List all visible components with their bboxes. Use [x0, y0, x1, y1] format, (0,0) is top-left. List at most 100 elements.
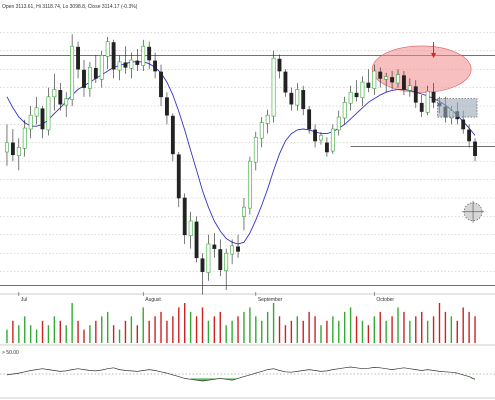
- candle-body: [242, 206, 246, 217]
- candle-body: [135, 60, 140, 65]
- candle-body: [259, 122, 264, 139]
- candle-body: [283, 71, 288, 93]
- candle: [372, 64, 377, 95]
- volume-bar: [266, 311, 269, 343]
- volume-bar: [77, 320, 79, 343]
- candle-body: [307, 109, 312, 130]
- candle: [105, 37, 110, 70]
- candle-body: [22, 127, 27, 149]
- candle: [431, 83, 436, 108]
- volume-bar: [106, 311, 109, 343]
- x-tick-label: August: [145, 297, 161, 303]
- x-tick-label: Jul: [21, 297, 27, 303]
- candle: [200, 253, 205, 295]
- volume-bar: [65, 325, 67, 343]
- candle: [378, 67, 383, 88]
- candle-body: [224, 252, 229, 271]
- candle: [46, 87, 51, 136]
- candle: [384, 72, 389, 93]
- candle: [5, 124, 9, 166]
- candle: [117, 55, 122, 81]
- volume-bar: [468, 311, 470, 343]
- candle: [313, 124, 317, 148]
- candle: [52, 73, 57, 111]
- volume-bar: [385, 320, 387, 343]
- candle-body: [123, 62, 128, 68]
- candle: [10, 129, 15, 162]
- candle: [265, 109, 270, 134]
- candle-body: [129, 59, 134, 69]
- candle-body: [384, 76, 389, 80]
- candle: [40, 106, 45, 139]
- candle: [87, 61, 92, 97]
- volume-bar: [456, 320, 458, 343]
- candle: [330, 124, 335, 154]
- candle-body: [105, 41, 110, 57]
- volume-bar: [379, 311, 381, 343]
- volume-bar: [249, 307, 251, 343]
- volume-bar: [189, 311, 192, 343]
- candle-body: [230, 245, 235, 255]
- candle-body: [212, 244, 217, 249]
- candle: [366, 69, 371, 93]
- volume-bar: [296, 316, 298, 343]
- candle: [407, 78, 412, 97]
- candle-body: [372, 70, 377, 89]
- candle: [360, 76, 365, 106]
- volume-bar: [71, 303, 73, 343]
- down-arrow-head: [431, 53, 437, 58]
- candle: [82, 60, 86, 97]
- candle-body: [141, 45, 146, 66]
- candle: [182, 193, 187, 244]
- volume-bar: [426, 320, 429, 343]
- volume-bar: [432, 316, 435, 343]
- volume-bar: [160, 311, 162, 343]
- candle: [165, 92, 169, 125]
- candle-body: [378, 71, 383, 79]
- candle-body: [206, 243, 211, 273]
- volume-bar: [172, 316, 174, 343]
- candle: [419, 94, 424, 118]
- candle: [324, 137, 329, 157]
- candle-body: [70, 45, 75, 100]
- candle: [348, 85, 353, 111]
- volume-bar: [89, 325, 91, 343]
- volume-bar: [343, 311, 346, 343]
- volume-bar: [308, 311, 310, 343]
- volume-bar: [124, 320, 127, 343]
- candle: [28, 106, 33, 139]
- candle: [218, 239, 223, 277]
- volume-bar: [290, 320, 293, 343]
- candle-body: [16, 147, 21, 156]
- volume-bar: [255, 316, 257, 343]
- volume-bar: [35, 329, 38, 343]
- candle: [319, 131, 323, 145]
- volume-bar: [130, 316, 133, 343]
- volume-bar: [415, 316, 417, 343]
- candle: [247, 156, 252, 215]
- candle: [259, 117, 264, 148]
- volume-bar: [326, 320, 328, 343]
- candle-body: [473, 141, 477, 156]
- candle: [153, 52, 158, 79]
- volume-bar: [142, 307, 144, 343]
- candle: [34, 96, 39, 125]
- candle: [396, 69, 400, 88]
- volume-bar: [391, 316, 393, 343]
- volume-bar: [320, 325, 322, 343]
- volume-bar: [136, 325, 139, 343]
- volume-bar: [284, 325, 287, 343]
- candle: [425, 85, 430, 116]
- volume-bar: [444, 311, 447, 343]
- volume-bar: [12, 320, 14, 343]
- candle: [473, 138, 477, 162]
- candle-body: [165, 97, 169, 116]
- x-axis: JulAugustSeptemberOctoberNovemberDecembe…: [18, 292, 394, 303]
- candle: [22, 119, 27, 157]
- candle-body: [419, 102, 424, 112]
- volume-bar: [237, 316, 239, 343]
- candle: [354, 80, 359, 102]
- candle-body: [366, 82, 371, 88]
- candle: [123, 46, 128, 74]
